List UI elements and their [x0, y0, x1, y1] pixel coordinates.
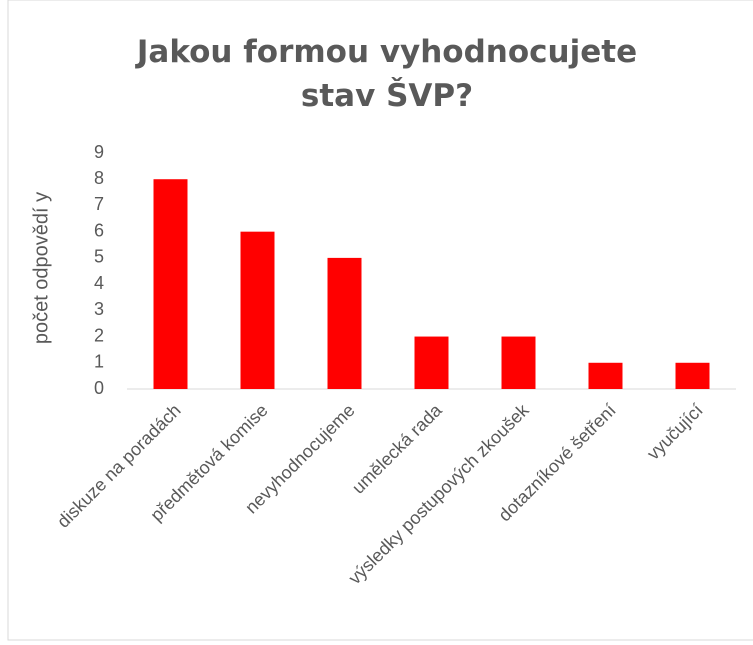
y-tick-label: 6: [94, 220, 104, 240]
bar: [414, 336, 449, 389]
chart-title: Jakou formou vyhodnocujete stav ŠVP?: [136, 34, 659, 114]
y-tick-label: 3: [94, 299, 104, 319]
x-tick-label: vyučující: [643, 400, 707, 464]
y-tick-label: 2: [94, 325, 104, 345]
y-tick-label: 8: [94, 168, 104, 188]
bar: [588, 362, 623, 389]
bar: [675, 362, 710, 389]
x-tick-label: výsledky postupových zkoušek: [345, 399, 534, 588]
y-tick-label: 7: [94, 194, 104, 214]
x-tick-label: umělecká rada: [348, 399, 446, 497]
bar: [153, 179, 188, 389]
y-tick-label: 1: [94, 352, 104, 372]
frame: [7, 0, 753, 641]
y-tick-label: 9: [94, 142, 104, 162]
bar: [501, 336, 536, 389]
y-tick-label: 0: [94, 378, 104, 398]
bar: [327, 257, 362, 389]
y-axis-label: počet odpovědí y: [30, 192, 52, 344]
y-tick-label: 5: [94, 247, 104, 267]
y-tick-label: 4: [94, 273, 104, 293]
bar: [240, 231, 275, 389]
